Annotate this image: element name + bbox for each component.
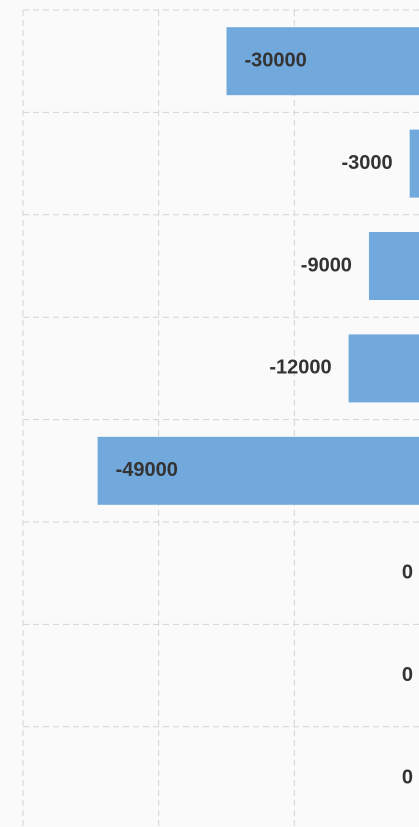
bar	[226, 27, 419, 96]
bar	[368, 232, 419, 300]
data-label: 0	[402, 561, 413, 583]
data-label: 0	[402, 766, 413, 788]
data-label: 0	[402, 664, 413, 686]
data-label: -30000	[245, 49, 307, 71]
bar	[97, 436, 419, 505]
data-label: -49000	[116, 459, 178, 481]
bar	[348, 334, 419, 403]
data-label: -3000	[341, 152, 392, 174]
data-label: -12000	[269, 357, 331, 379]
bar	[409, 129, 419, 198]
data-label: -9000	[301, 254, 352, 276]
